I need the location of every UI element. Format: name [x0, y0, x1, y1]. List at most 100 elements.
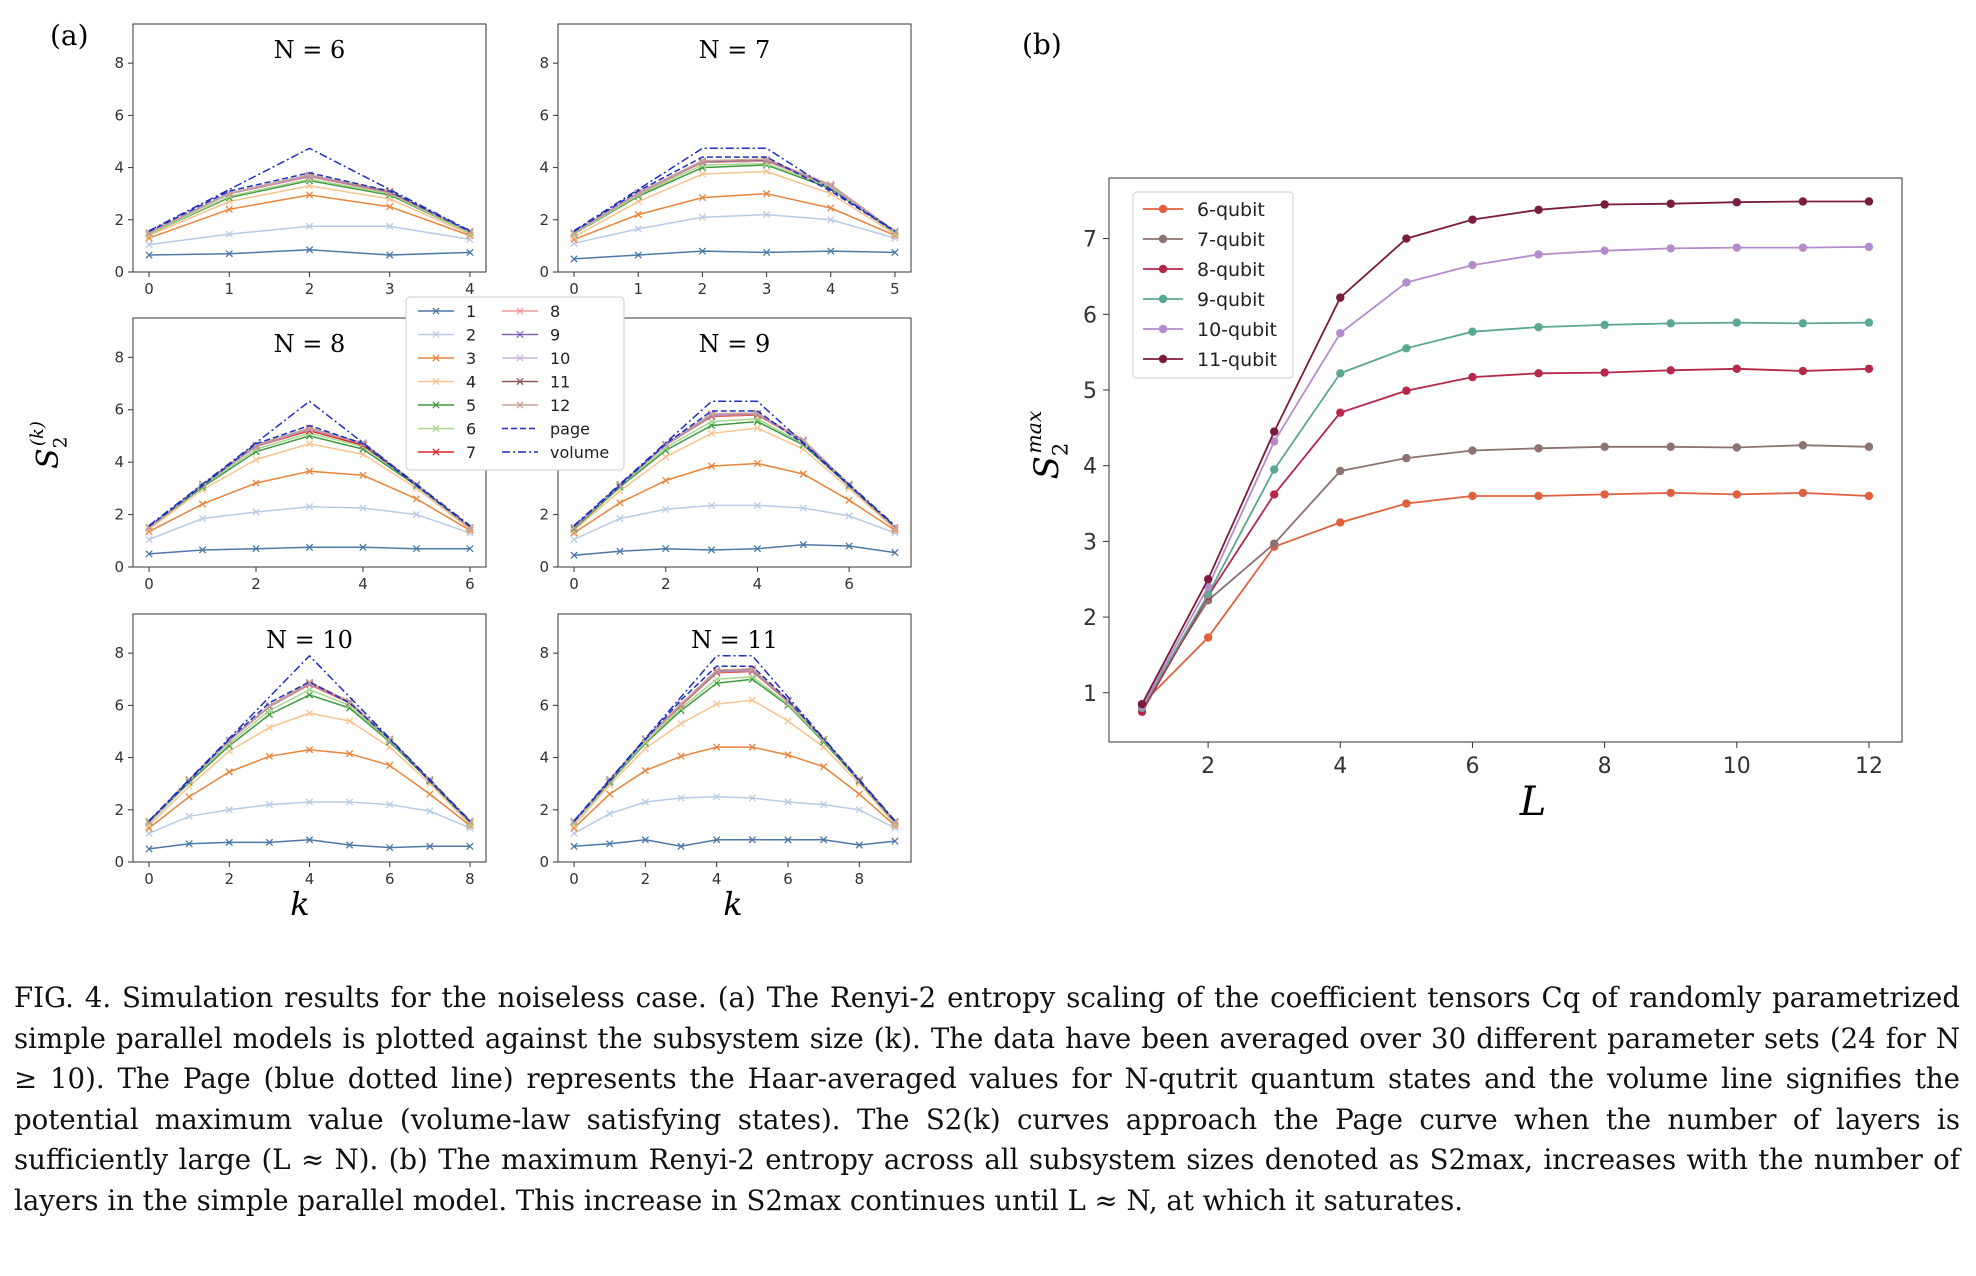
- y-tick-label: 6: [539, 106, 549, 124]
- figure-caption: FIG. 4. Simulation results for the noise…: [14, 981, 1960, 1217]
- series-point-12: [677, 700, 685, 708]
- legend-marker-9: [516, 330, 524, 339]
- y-axis-label-base: S: [31, 448, 66, 469]
- series-point-1: [606, 840, 614, 848]
- series-point-11-qubit: [1402, 234, 1411, 243]
- series-point-10-qubit: [1270, 437, 1279, 446]
- subplot-title: N = 9: [699, 330, 771, 358]
- series-point-3: [641, 766, 650, 775]
- y-tick-label: 8: [539, 54, 549, 72]
- x-tick-label: 3: [385, 280, 395, 298]
- series-line-volume: [573, 147, 896, 232]
- series-point-9-qubit: [1864, 318, 1874, 327]
- series-point-4: [345, 717, 354, 725]
- series-line-2: [573, 213, 896, 245]
- series-point-9-qubit: [1732, 318, 1741, 327]
- series-point-2: [305, 222, 314, 230]
- series-point-3: [198, 500, 207, 508]
- series-point-2: [662, 505, 670, 513]
- series-point-5: [252, 448, 260, 456]
- subplot-5: 0 2 4 6 8 0 2 4 6 8 N = 10: [114, 613, 487, 888]
- series-point-3: [359, 471, 367, 479]
- series-point-3: [386, 761, 394, 770]
- legend-label-10: 10: [550, 349, 570, 368]
- series-point-6-qubit: [1666, 488, 1675, 498]
- series-point-1: [855, 841, 863, 849]
- series-point-1: [145, 550, 153, 558]
- x-axis-label-text: L: [1519, 779, 1547, 825]
- series-point-1: [426, 842, 434, 850]
- legend-label-11-qubit: 11-qubit: [1197, 349, 1277, 371]
- series-point-2: [748, 794, 756, 802]
- series-line-6-qubit: [1141, 491, 1870, 705]
- x-tick-label: 2: [305, 280, 315, 298]
- series-point-3: [677, 752, 685, 760]
- panel-b-label: (b): [1022, 28, 1062, 61]
- series-point-1: [145, 251, 153, 259]
- subplot-title: N = 7: [699, 36, 771, 64]
- series-line-10-qubit: [1141, 246, 1870, 707]
- subplot-2: 0 2 4 6 8 0 1 2 3 4 5 N = 7: [539, 23, 912, 298]
- series-point-3: [606, 790, 614, 798]
- series-point-1: [305, 246, 314, 254]
- series-point-2: [305, 503, 314, 511]
- series-line-8-qubit: [1141, 367, 1870, 713]
- series-point-9-qubit: [1798, 319, 1808, 328]
- series-point-3: [616, 499, 624, 507]
- series-point-3: [748, 743, 756, 751]
- series-line-9-qubit: [1141, 321, 1870, 709]
- series-point-4: [891, 525, 899, 533]
- series-point-12: [753, 409, 762, 417]
- series-point-1: [827, 247, 835, 255]
- y-tick-label: 6: [114, 696, 124, 714]
- legend-label-page: page: [550, 420, 590, 439]
- series-point-6: [570, 819, 578, 827]
- series-point-1: [265, 838, 274, 847]
- series-point-4: [305, 709, 314, 717]
- series-point-1: [753, 544, 762, 553]
- series-point-1: [662, 544, 670, 553]
- series-point-1: [698, 247, 707, 255]
- series-line-page: [148, 424, 471, 527]
- series-point-1: [641, 836, 650, 844]
- subplot-1: 0 2 4 6 8 0 1 2 3 4 N = 6: [114, 23, 487, 298]
- series-point-2: [345, 798, 354, 806]
- series-point-11-qubit: [1270, 427, 1279, 436]
- x-tick-label: 0: [569, 575, 579, 593]
- series-point-11-qubit: [1600, 200, 1609, 209]
- series-point-1: [185, 840, 193, 848]
- series-point-8-qubit: [1798, 366, 1808, 376]
- x-tick-label: 2: [661, 575, 671, 593]
- series-point-2: [570, 535, 578, 544]
- series-line-4: [573, 427, 896, 531]
- x-tick-label: 10: [1723, 754, 1751, 779]
- series-point-3: [386, 203, 394, 211]
- series-line-1: [573, 543, 896, 556]
- series-point-3: [305, 191, 314, 199]
- series-point-1: [707, 546, 716, 554]
- x-tick-label: 12: [1855, 754, 1883, 779]
- series-point-5: [616, 483, 624, 491]
- series-point-12: [827, 181, 835, 189]
- legend-marker-6: [432, 424, 440, 433]
- series-point-8-qubit: [1732, 364, 1741, 373]
- series-point-3: [305, 746, 314, 754]
- series-point-1: [677, 842, 685, 850]
- y-tick-label: 6: [114, 106, 124, 124]
- series-point-3: [827, 204, 835, 212]
- series-point-1: [570, 255, 578, 263]
- series-line-11-qubit: [1141, 200, 1869, 705]
- series-point-1: [891, 548, 899, 557]
- legend-marker-3: [432, 354, 440, 362]
- series-point-2: [305, 798, 314, 806]
- y-tick-label: 2: [114, 211, 124, 229]
- series-point-3: [662, 476, 670, 485]
- series-point-10-qubit: [1732, 243, 1741, 252]
- series-point-4: [466, 820, 474, 828]
- x-tick-label: 3: [762, 280, 772, 298]
- x-axis-label-left-base: k: [290, 885, 309, 923]
- series-point-12: [891, 524, 899, 532]
- series-point-3: [570, 824, 578, 832]
- x-tick-label: 4: [358, 575, 368, 593]
- series-point-1: [252, 544, 260, 553]
